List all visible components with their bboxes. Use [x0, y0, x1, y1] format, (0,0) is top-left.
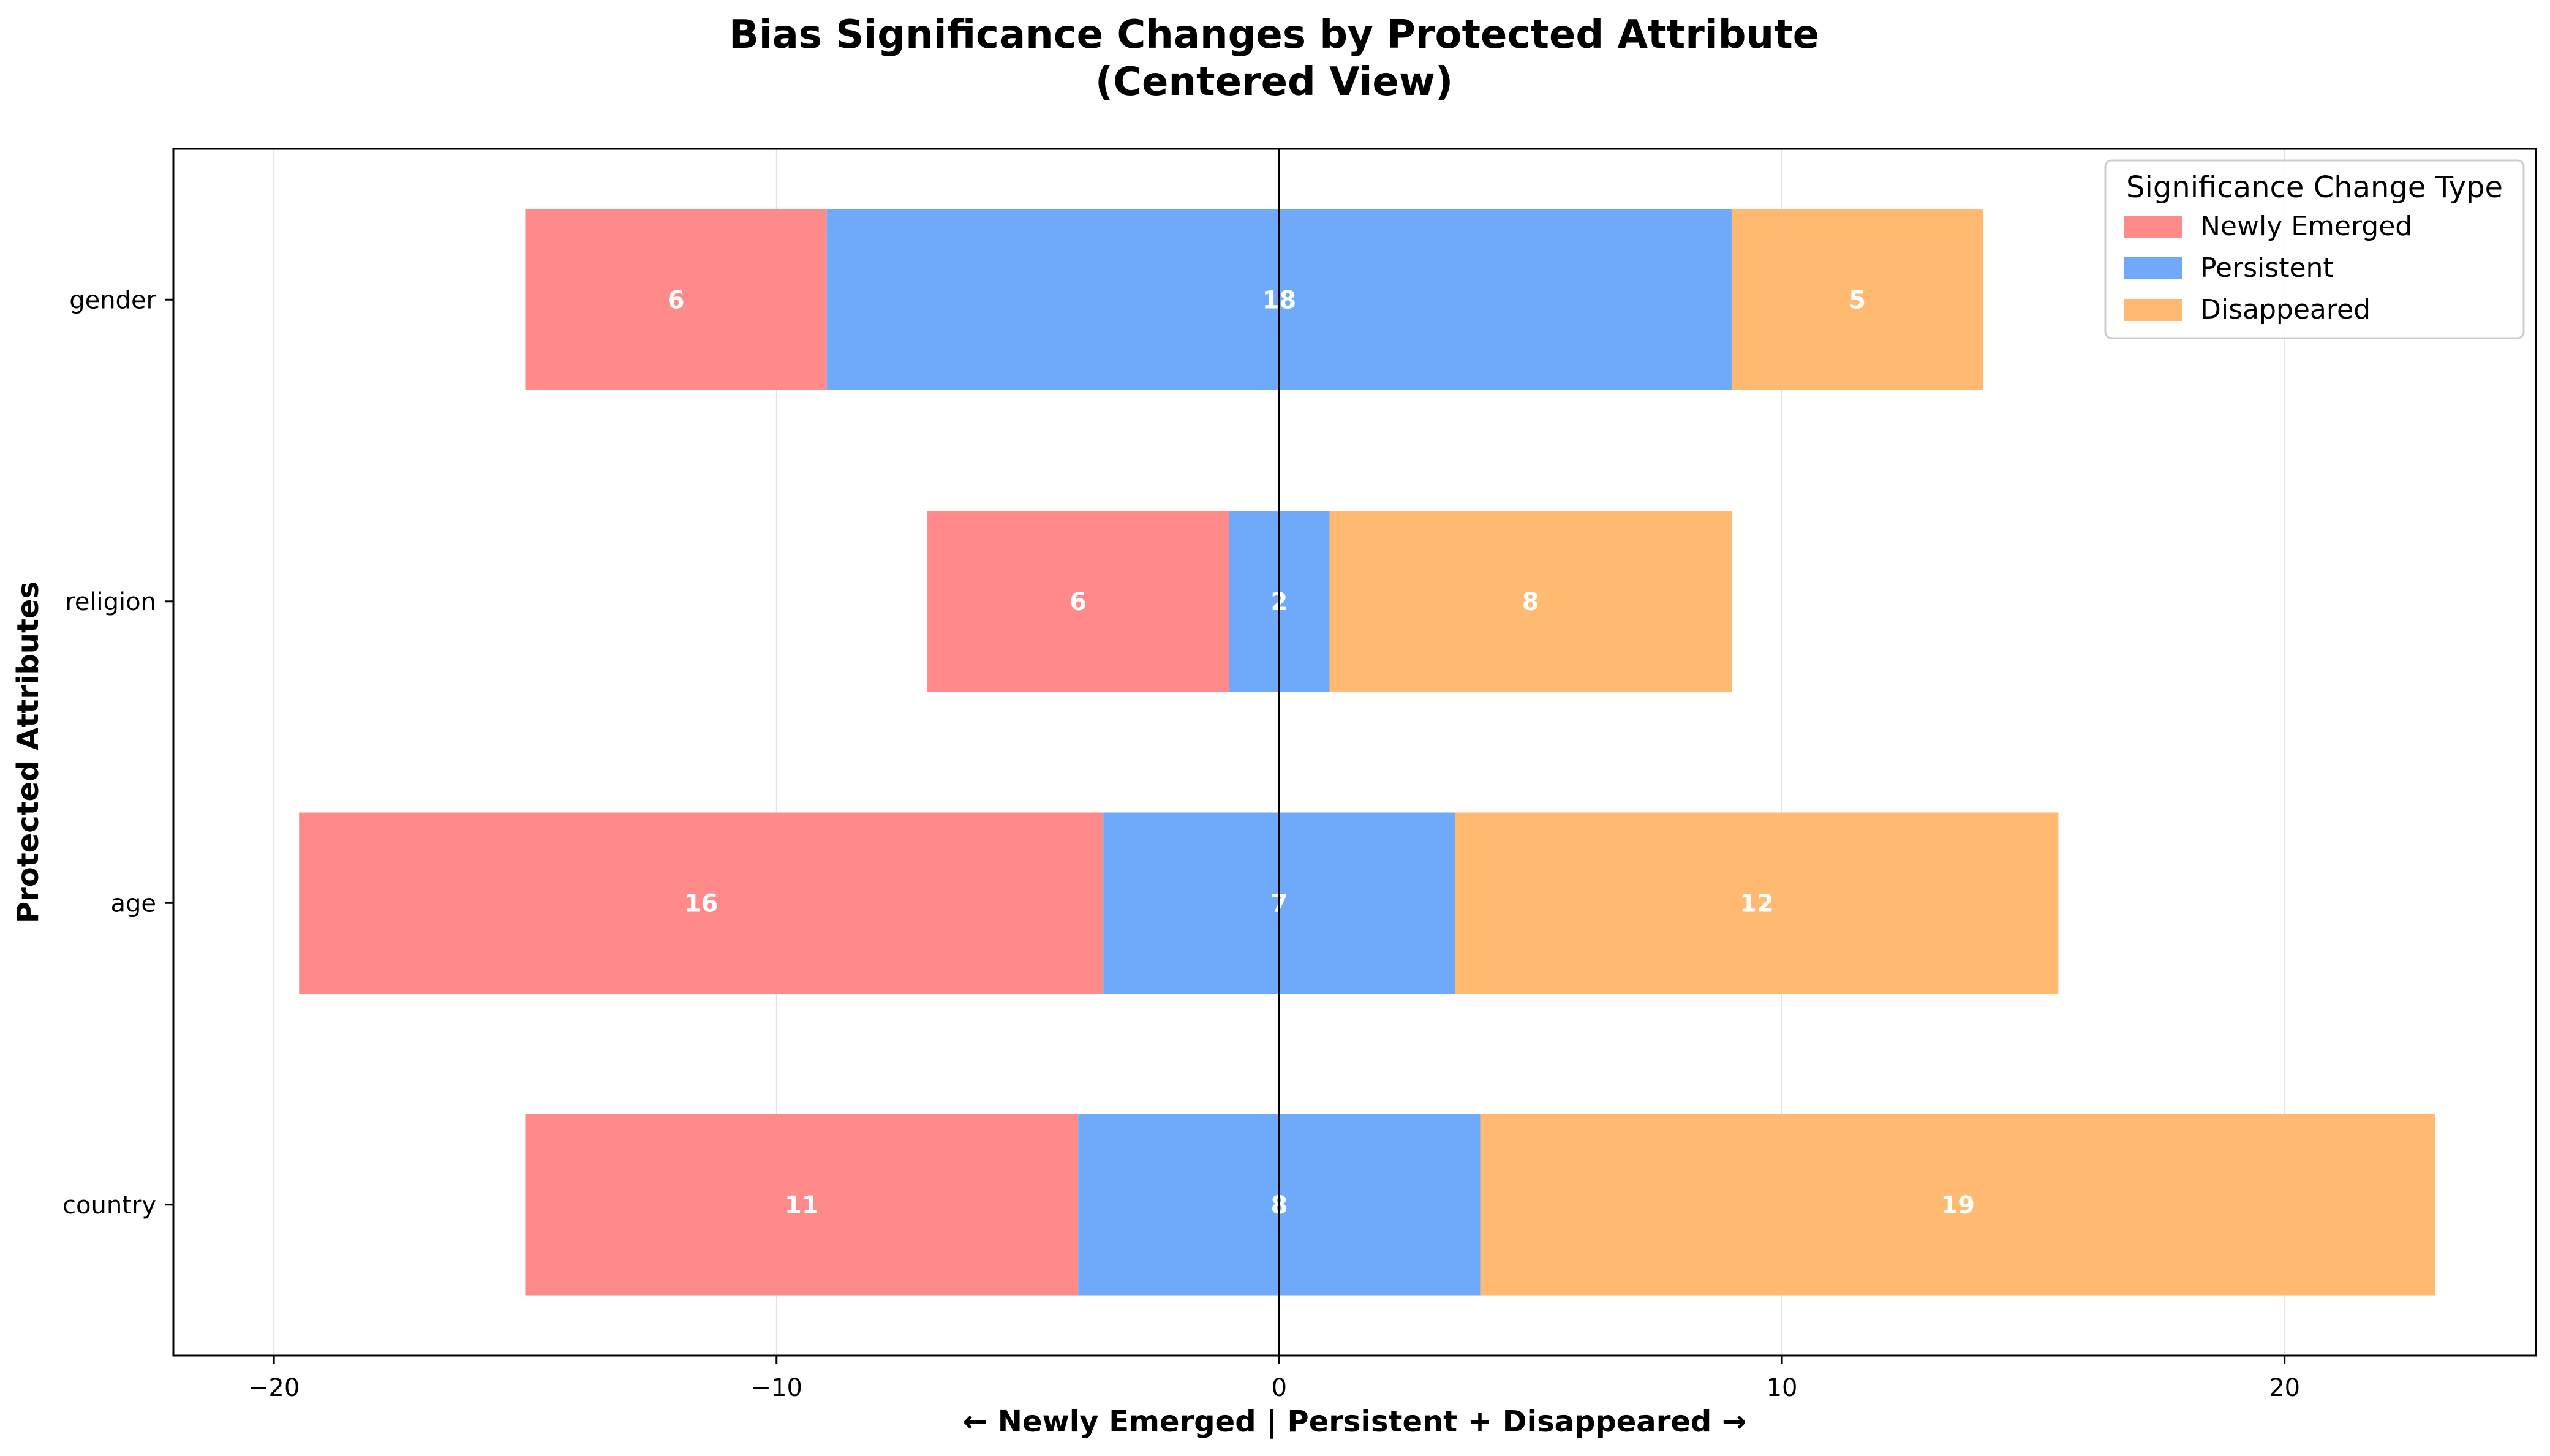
bar-disappeared — [1455, 812, 2059, 994]
bar-newly-emerged-label: 6 — [1069, 588, 1087, 616]
bar-newly-emerged — [525, 1114, 1079, 1296]
x-tick-label: 10 — [1767, 1374, 1798, 1402]
bar-newly-emerged — [525, 209, 827, 390]
legend-swatch — [2124, 216, 2182, 238]
bar-disappeared-label: 5 — [1849, 286, 1866, 314]
bar-disappeared-label: 8 — [1522, 588, 1539, 616]
x-tick-label: 0 — [1272, 1374, 1287, 1402]
x-tick-label: 20 — [2269, 1374, 2300, 1402]
bar-newly-emerged-label: 6 — [668, 286, 685, 314]
chart-title-line2: (Centered View) — [1095, 59, 1453, 105]
legend-entry-label: Persistent — [2200, 252, 2334, 284]
y-tick-label: country — [62, 1191, 156, 1220]
bar-disappeared — [1731, 209, 1983, 390]
chart-title: Bias Significance Changes by Protected A… — [729, 12, 1819, 105]
bar-disappeared — [1329, 511, 1732, 692]
y-axis-ticks: gender religion age country — [62, 286, 173, 1220]
bar-newly-emerged-label: 16 — [684, 889, 719, 918]
x-tick-label: −20 — [248, 1374, 300, 1402]
legend-entry-label: Newly Emerged — [2200, 211, 2412, 242]
bar-disappeared-label: 19 — [1941, 1191, 1975, 1220]
x-tick-label: −10 — [751, 1374, 802, 1402]
bar-newly-emerged-label: 11 — [785, 1191, 819, 1220]
legend-swatch — [2124, 257, 2182, 279]
y-axis-label: Protected Attributes — [11, 581, 45, 923]
legend-title: Significance Change Type — [2126, 170, 2503, 205]
legend-frame — [2104, 159, 2525, 339]
y-tick-label: age — [110, 889, 156, 918]
bar-newly-emerged — [927, 511, 1229, 692]
legend-swatch — [2124, 299, 2182, 321]
bar-disappeared — [1480, 1114, 2435, 1296]
bar-newly-emerged — [299, 812, 1104, 994]
y-tick-label: religion — [65, 588, 156, 616]
x-axis-label: ← Newly Emerged | Persistent + Disappear… — [963, 1405, 1746, 1439]
bar-disappeared-label: 12 — [1740, 889, 1774, 918]
legend: Significance Change Type Newly Emerged Per… — [2104, 159, 2525, 339]
y-tick-label: gender — [69, 286, 156, 314]
plot-frame — [172, 148, 2537, 1357]
chart-title-line1: Bias Significance Changes by Protected A… — [729, 12, 1819, 58]
legend-entry-label: Disappeared — [2200, 294, 2371, 325]
x-axis-ticks: −20 −10 0 10 20 — [248, 1356, 2300, 1402]
